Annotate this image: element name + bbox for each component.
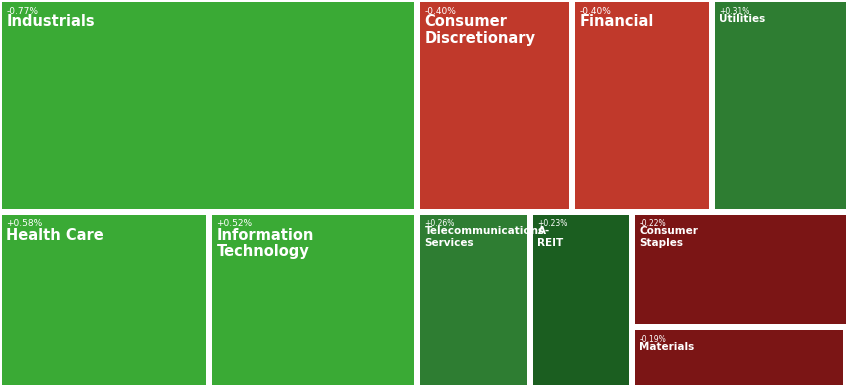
Text: Health Care: Health Care [7,227,104,242]
Text: Utilities: Utilities [719,14,766,24]
Bar [533,215,628,384]
Bar [212,215,413,384]
Text: A-
REIT: A- REIT [538,227,564,248]
Text: Information
Technology: Information Technology [217,227,314,259]
Text: Consumer
Discretionary: Consumer Discretionary [424,15,535,46]
Text: -0.77%: -0.77% [7,7,38,15]
Text: Consumer
Staples: Consumer Staples [639,227,699,248]
Bar [634,330,843,384]
Bar [715,2,845,208]
Text: +0.58%: +0.58% [7,220,42,229]
Bar [2,2,413,208]
Text: Financial: Financial [579,15,654,29]
Text: +0.26%: +0.26% [424,220,455,229]
Text: Telecommunications
Services: Telecommunications Services [424,227,545,248]
Text: -0.40%: -0.40% [424,7,457,15]
Text: -0.40%: -0.40% [579,7,612,15]
Text: Industrials: Industrials [7,15,95,29]
Bar [419,2,568,208]
Text: -0.19%: -0.19% [639,335,667,344]
Bar [2,215,206,384]
Text: -0.22%: -0.22% [639,220,666,229]
Text: +0.31%: +0.31% [719,7,750,15]
Bar [574,2,708,208]
Text: +0.23%: +0.23% [538,220,567,229]
Bar [634,215,845,323]
Text: Materials: Materials [639,342,695,352]
Bar [419,215,527,384]
Text: +0.52%: +0.52% [217,220,252,229]
